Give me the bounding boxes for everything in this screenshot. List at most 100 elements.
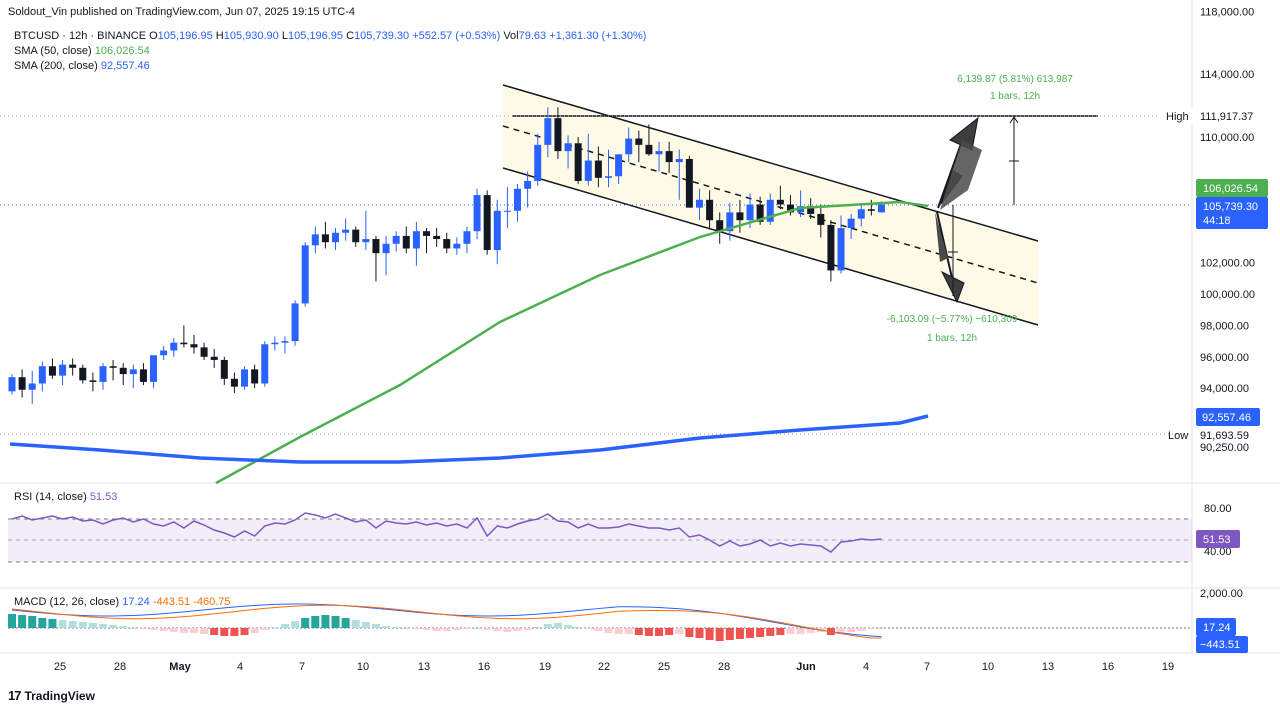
candle-body[interactable] (321, 234, 329, 243)
candle-body[interactable] (311, 234, 319, 246)
candle-body[interactable] (857, 209, 865, 219)
candle-body[interactable] (241, 369, 249, 387)
candle-body[interactable] (766, 199, 774, 222)
rsi-legend[interactable]: RSI (14, close) 51.53 (14, 491, 117, 503)
candle-body[interactable] (584, 160, 592, 181)
up-arrow[interactable] (937, 116, 982, 210)
candle-body[interactable] (291, 303, 299, 342)
candle-body[interactable] (301, 245, 309, 304)
candle-body[interactable] (736, 212, 744, 221)
candle-body[interactable] (180, 342, 188, 345)
candle-body[interactable] (352, 229, 360, 243)
sma50-legend[interactable]: SMA (50, close) 106,026.54 (14, 45, 150, 57)
macd-signal-line[interactable] (11, 604, 882, 639)
candle-body[interactable] (220, 359, 228, 379)
candle-body[interactable] (655, 151, 663, 155)
rsi-line[interactable] (11, 512, 882, 553)
measure-down[interactable] (948, 205, 958, 296)
candle-body[interactable] (776, 199, 784, 205)
candle-body[interactable] (210, 356, 218, 360)
candle-body[interactable] (139, 369, 147, 382)
price-axis[interactable]: 118,000.00 114,000.00 110,000.00 102,000.00… (1200, 6, 1255, 454)
candle-body[interactable] (392, 235, 400, 244)
candle-body[interactable] (48, 366, 56, 376)
candle-body[interactable] (69, 364, 77, 368)
candle-body[interactable] (170, 342, 178, 351)
candle-body[interactable] (251, 369, 259, 384)
candle-body[interactable] (635, 138, 643, 145)
macd-histogram[interactable] (8, 614, 886, 641)
candle-body[interactable] (160, 350, 168, 356)
candle-body[interactable] (79, 367, 87, 381)
channel-lower-line[interactable] (502, 167, 1039, 326)
candle-body[interactable] (726, 212, 734, 232)
candle-body[interactable] (847, 218, 855, 229)
candle-body[interactable] (372, 239, 380, 254)
candle-body[interactable] (665, 151, 673, 163)
candle-body[interactable] (756, 204, 764, 222)
candle-body[interactable] (746, 204, 754, 221)
candle-body[interactable] (281, 341, 289, 343)
channel-upper-line[interactable] (502, 84, 1039, 242)
candle-body[interactable] (867, 209, 875, 211)
candle-body[interactable] (554, 118, 562, 152)
candle-body[interactable] (332, 232, 340, 243)
candle-body[interactable] (129, 369, 137, 375)
candle-body[interactable] (261, 344, 269, 384)
candle-body[interactable] (271, 342, 279, 345)
candle-body[interactable] (423, 231, 431, 236)
candle-body[interactable] (443, 239, 451, 249)
symbol-label[interactable]: BTCUSD · 12h · BINANCE (14, 30, 147, 42)
candle-body[interactable] (615, 154, 623, 177)
candle-body[interactable] (695, 199, 703, 208)
tradingview-footer[interactable]: 17 TradingView (8, 688, 95, 703)
candle-body[interactable] (594, 160, 602, 178)
candle-body[interactable] (483, 195, 491, 251)
candle-body[interactable] (574, 143, 582, 181)
sma50-line[interactable] (215, 200, 929, 485)
candle-body[interactable] (877, 204, 885, 213)
candle-body[interactable] (564, 143, 572, 152)
candle-body[interactable] (786, 204, 794, 213)
candle-body[interactable] (827, 224, 835, 271)
candle-body[interactable] (534, 144, 542, 181)
candle-body[interactable] (342, 229, 350, 233)
candle-body[interactable] (524, 180, 532, 189)
candle-body[interactable] (382, 243, 390, 254)
candle-body[interactable] (150, 355, 158, 382)
candle-body[interactable] (109, 366, 117, 368)
candle-body[interactable] (433, 235, 441, 240)
candle-body[interactable] (362, 239, 370, 243)
ohlc-legend[interactable]: BTCUSD · 12h · BINANCE O105,196.95 H105,… (14, 30, 646, 42)
candle-body[interactable] (200, 347, 208, 357)
candle-body[interactable] (706, 199, 714, 221)
candle-body[interactable] (8, 377, 16, 392)
candle-body[interactable] (797, 206, 805, 213)
candle-body[interactable] (402, 235, 410, 249)
candle-body[interactable] (473, 195, 481, 232)
candle-body[interactable] (675, 158, 683, 163)
candle-body[interactable] (99, 366, 107, 382)
measure-up[interactable] (1009, 116, 1019, 205)
sma200-line[interactable] (9, 414, 929, 464)
candles-group[interactable] (8, 107, 885, 404)
candle-body[interactable] (807, 206, 815, 214)
candle-body[interactable] (463, 231, 471, 244)
candle-body[interactable] (645, 144, 653, 155)
candle-body[interactable] (625, 138, 633, 155)
candle-body[interactable] (514, 188, 521, 211)
candle-body[interactable] (837, 228, 845, 271)
candle-body[interactable] (716, 220, 724, 232)
candle-body[interactable] (28, 383, 36, 390)
candle-body[interactable] (190, 344, 198, 348)
candle-body[interactable] (18, 377, 26, 390)
candle-body[interactable] (119, 367, 127, 375)
candle-body[interactable] (453, 243, 461, 249)
candle-body[interactable] (412, 231, 420, 249)
candle-body[interactable] (493, 210, 501, 251)
candle-body[interactable] (38, 366, 46, 384)
candle-body[interactable] (604, 176, 612, 178)
time-axis[interactable]: 25 28 May 4 7 10 13 16 19 22 25 28 Jun 4 7 10 13 16 19 (54, 661, 1174, 673)
candle-body[interactable] (503, 210, 511, 212)
